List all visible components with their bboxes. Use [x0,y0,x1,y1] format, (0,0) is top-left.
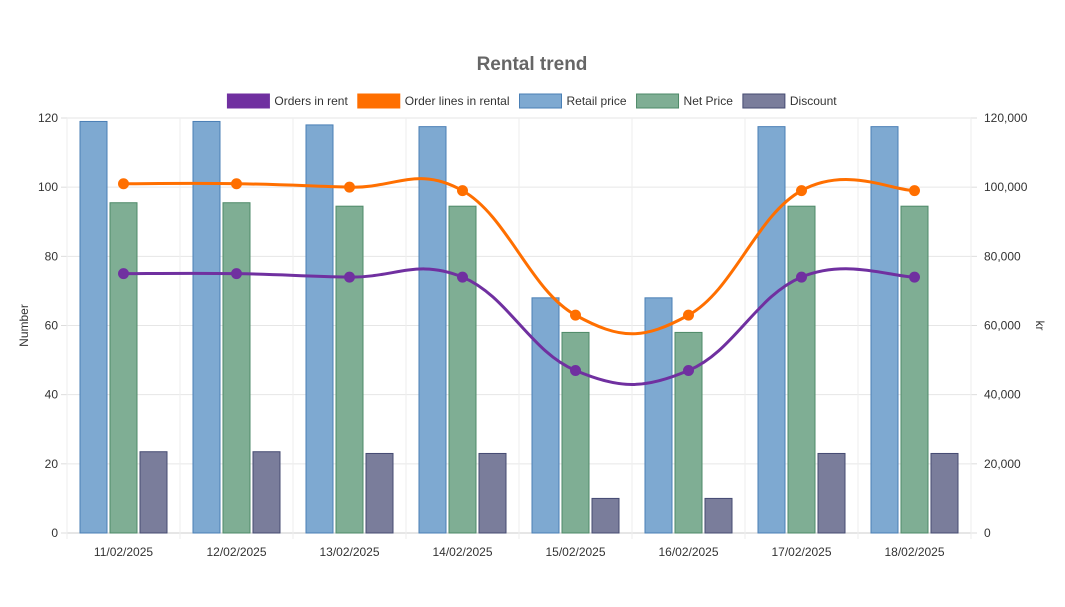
y-right-tick-label: 120,000 [984,111,1028,125]
point-orders-in-rent [683,364,694,376]
point-order-lines-in-rental [570,309,581,321]
y-right-tick-label: 60,000 [984,319,1021,333]
y-left-tick-label: 120 [38,111,58,125]
x-tick-label: 15/02/2025 [545,545,605,559]
bar-net-price [900,205,929,534]
axes: 0 20 40 60 80 100 120 0 20,000 40,000 60,000 80,000… [17,111,1047,559]
line-order-lines-in-rental [123,177,915,336]
point-orders-in-rent [570,364,581,376]
y-right-tick-label: 0 [984,526,991,540]
legend-label-discount: Discount [790,94,837,108]
point-order-lines-in-rental [796,185,807,197]
point-orders-in-rent [457,271,468,283]
legend-swatch-discount [742,93,786,109]
point-order-lines-in-rental [118,178,129,190]
point-orders-in-rent [118,268,129,280]
legend-label-order-lines-in-rental: Order lines in rental [405,94,510,108]
chart-title: Rental trend [477,54,588,75]
y-left-axis-title: Number [17,304,31,347]
point-orders-in-rent [909,271,920,283]
y-right-tick-label: 20,000 [984,457,1021,471]
point-order-lines-in-rental [683,309,694,321]
legend-swatch-orders-in-rent [226,93,270,109]
x-tick-label: 12/02/2025 [206,545,266,559]
bar-net-price [561,331,590,534]
bar-retail-price [531,297,560,534]
bar-discount [252,451,281,534]
bar-net-price [448,205,477,534]
y-left-tick-label: 40 [45,388,59,402]
point-order-lines-in-rental [457,185,468,197]
line-orders-in-rent [123,267,915,386]
bar-net-price [787,205,816,534]
bar-net-price [222,202,251,534]
bar-retail-price [79,120,108,534]
x-tick-label: 17/02/2025 [771,545,831,559]
bar-retail-price [870,126,899,534]
y-right-tick-label: 100,000 [984,180,1028,194]
legend-swatch-order-lines-in-rental [357,93,401,109]
bar-series [79,120,959,534]
bar-retail-price [192,120,221,534]
point-order-lines-in-rental [231,178,242,190]
y-left-tick-label: 60 [45,319,59,333]
y-right-axis-title: kr [1033,321,1047,331]
bar-retail-price [305,124,334,534]
line-series [118,177,920,386]
x-tick-label: 11/02/2025 [94,545,153,559]
bar-retail-price [418,126,447,534]
bar-net-price [335,205,364,534]
bar-discount [365,452,394,534]
y-left-tick-label: 20 [45,457,59,471]
point-order-lines-in-rental [909,185,920,197]
bar-discount [704,497,733,534]
x-tick-label: 18/02/2025 [884,545,944,559]
legend-swatch-retail-price [519,93,562,109]
legend-label-retail-price: Retail price [567,94,627,108]
y-left-tick-label: 80 [45,249,59,263]
bar-net-price [674,331,703,534]
bar-retail-price [644,297,673,534]
y-right-tick-label: 80,000 [984,249,1021,263]
bar-discount [930,452,959,534]
bar-net-price [109,202,138,534]
legend-label-orders-in-rent: Orders in rent [274,94,348,108]
legend-swatch-net-price [636,93,680,109]
legend: Orders in rent Order lines in rental Retai… [226,93,837,109]
x-tick-label: 13/02/2025 [319,545,379,559]
bar-discount [817,452,846,534]
bar-retail-price [757,126,786,534]
y-left-tick-label: 0 [51,526,58,540]
x-tick-label: 16/02/2025 [658,545,718,559]
point-order-lines-in-rental [344,181,355,193]
x-tick-label: 14/02/2025 [432,545,492,559]
point-orders-in-rent [231,268,242,280]
point-orders-in-rent [344,271,355,283]
y-right-tick-label: 40,000 [984,388,1021,402]
bar-discount [591,497,620,534]
legend-label-net-price: Net Price [684,94,734,108]
y-left-tick-label: 100 [38,180,58,194]
bar-discount [478,452,507,534]
point-orders-in-rent [796,271,807,283]
bar-discount [139,451,168,534]
